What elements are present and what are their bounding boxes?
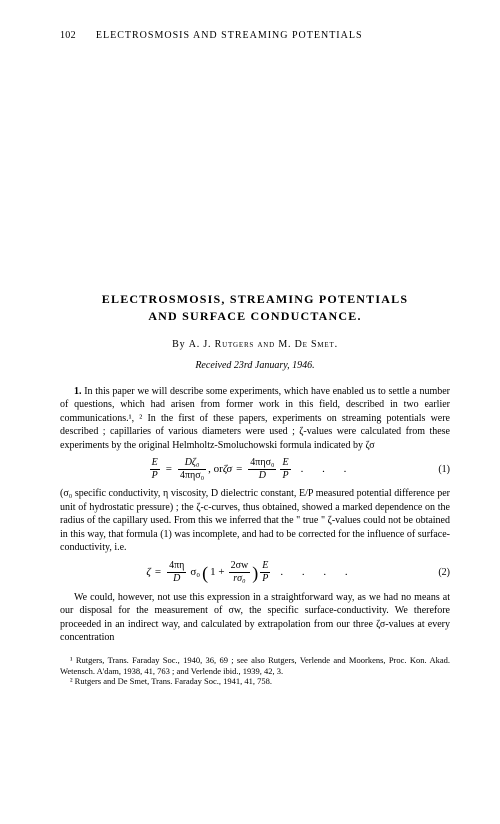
author-1: A. J. Rutgers: [189, 339, 254, 350]
eq1-rhs1-num: Dζ₀: [178, 458, 206, 470]
eq1-rhs2b-den: P: [280, 470, 290, 481]
eq1-eq2: =: [236, 462, 242, 477]
byline-and: and: [257, 339, 275, 350]
eq2-one: 1 +: [210, 565, 224, 580]
page-header: 102 ELECTROSMOSIS AND STREAMING POTENTIA…: [60, 30, 450, 41]
eq2-tail-frac: E P: [260, 561, 270, 584]
eq2-lhs: ζ: [146, 565, 150, 580]
eq2-dots: . . . .: [280, 565, 355, 580]
byline: By A. J. Rutgers and M. De Smet.: [60, 339, 450, 350]
eq1-lhs-num: E: [150, 458, 160, 470]
page-number: 102: [60, 30, 76, 41]
eq1-or: , or: [208, 462, 223, 477]
eq2-tail-den: P: [260, 573, 270, 584]
page-container: 102 ELECTROSMOSIS AND STREAMING POTENTIA…: [0, 0, 500, 824]
byline-by: By: [172, 339, 185, 350]
eq1-lhs-frac: E P: [150, 458, 160, 481]
eq2-paren-r: ): [252, 561, 258, 585]
eq1-rhs2b-frac: E P: [280, 458, 290, 481]
eq2-inner-num: 2σw: [229, 561, 251, 573]
eq1-rhs2-frac: 4πησ₀ D: [248, 458, 276, 481]
eq1-rhs1-den: 4πησ₀: [178, 470, 206, 481]
eq1-rhs2-den: D: [248, 470, 276, 481]
author-2: M. De Smet.: [278, 339, 338, 350]
paragraph-1: 1. In this paper we will describe some e…: [60, 385, 450, 453]
eq1-rhs2b-num: E: [280, 458, 290, 470]
eq1-eq1: =: [166, 462, 172, 477]
eq2-inner-frac: 2σw rσ₀: [229, 561, 251, 584]
eq2-number: (2): [438, 566, 450, 580]
eq2-coef-frac: 4πη D: [167, 561, 186, 584]
paragraph-1-text: In this paper we will describe some expe…: [60, 386, 450, 451]
eq1-rhs1-frac: Dζ₀ 4πησ₀: [178, 458, 206, 481]
equation-1: E P = Dζ₀ 4πησ₀ , or ζσ = 4πησ₀ D E P . …: [60, 458, 450, 481]
footnote-2: ² Rutgers and De Smet, Trans. Faraday So…: [60, 676, 450, 687]
eq1-lhs2: ζσ: [223, 462, 232, 477]
running-head: ELECTROSMOSIS AND STREAMING POTENTIALS: [96, 30, 363, 41]
title-line2: AND SURFACE CONDUCTANCE.: [148, 309, 361, 323]
eq2-inner-den: rσ₀: [229, 573, 251, 584]
eq1-dots: . . .: [301, 462, 355, 477]
eq2-paren-l: (: [202, 561, 208, 585]
article-title: ELECTROSMOSIS, STREAMING POTENTIALS AND …: [60, 291, 450, 325]
body-text: 1. In this paper we will describe some e…: [60, 385, 450, 687]
title-line1: ELECTROSMOSIS, STREAMING POTENTIALS: [102, 292, 408, 306]
eq1-number: (1): [438, 463, 450, 477]
eq2-sigma: σ₀: [190, 565, 200, 580]
received-date: Received 23rd January, 1946.: [60, 360, 450, 371]
eq2-tail-num: E: [260, 561, 270, 573]
footnotes: ¹ Rutgers, Trans. Faraday Soc., 1940, 36…: [60, 655, 450, 687]
eq2-coef-num: 4πη: [167, 561, 186, 573]
eq1-lhs-den: P: [150, 470, 160, 481]
paragraph-2: (σ₀ specific conductivity, η viscosity, …: [60, 487, 450, 555]
footnote-1: ¹ Rutgers, Trans. Faraday Soc., 1940, 36…: [60, 655, 450, 676]
eq2-coef-den: D: [167, 573, 186, 584]
eq2-eq: =: [155, 565, 161, 580]
equation-2: ζ = 4πη D σ₀ ( 1 + 2σw rσ₀ ) E P . . . .…: [60, 561, 450, 585]
paragraph-3: We could, however, not use this expressi…: [60, 591, 450, 645]
section-lead: 1.: [74, 386, 82, 397]
eq1-rhs2-num: 4πησ₀: [248, 458, 276, 470]
